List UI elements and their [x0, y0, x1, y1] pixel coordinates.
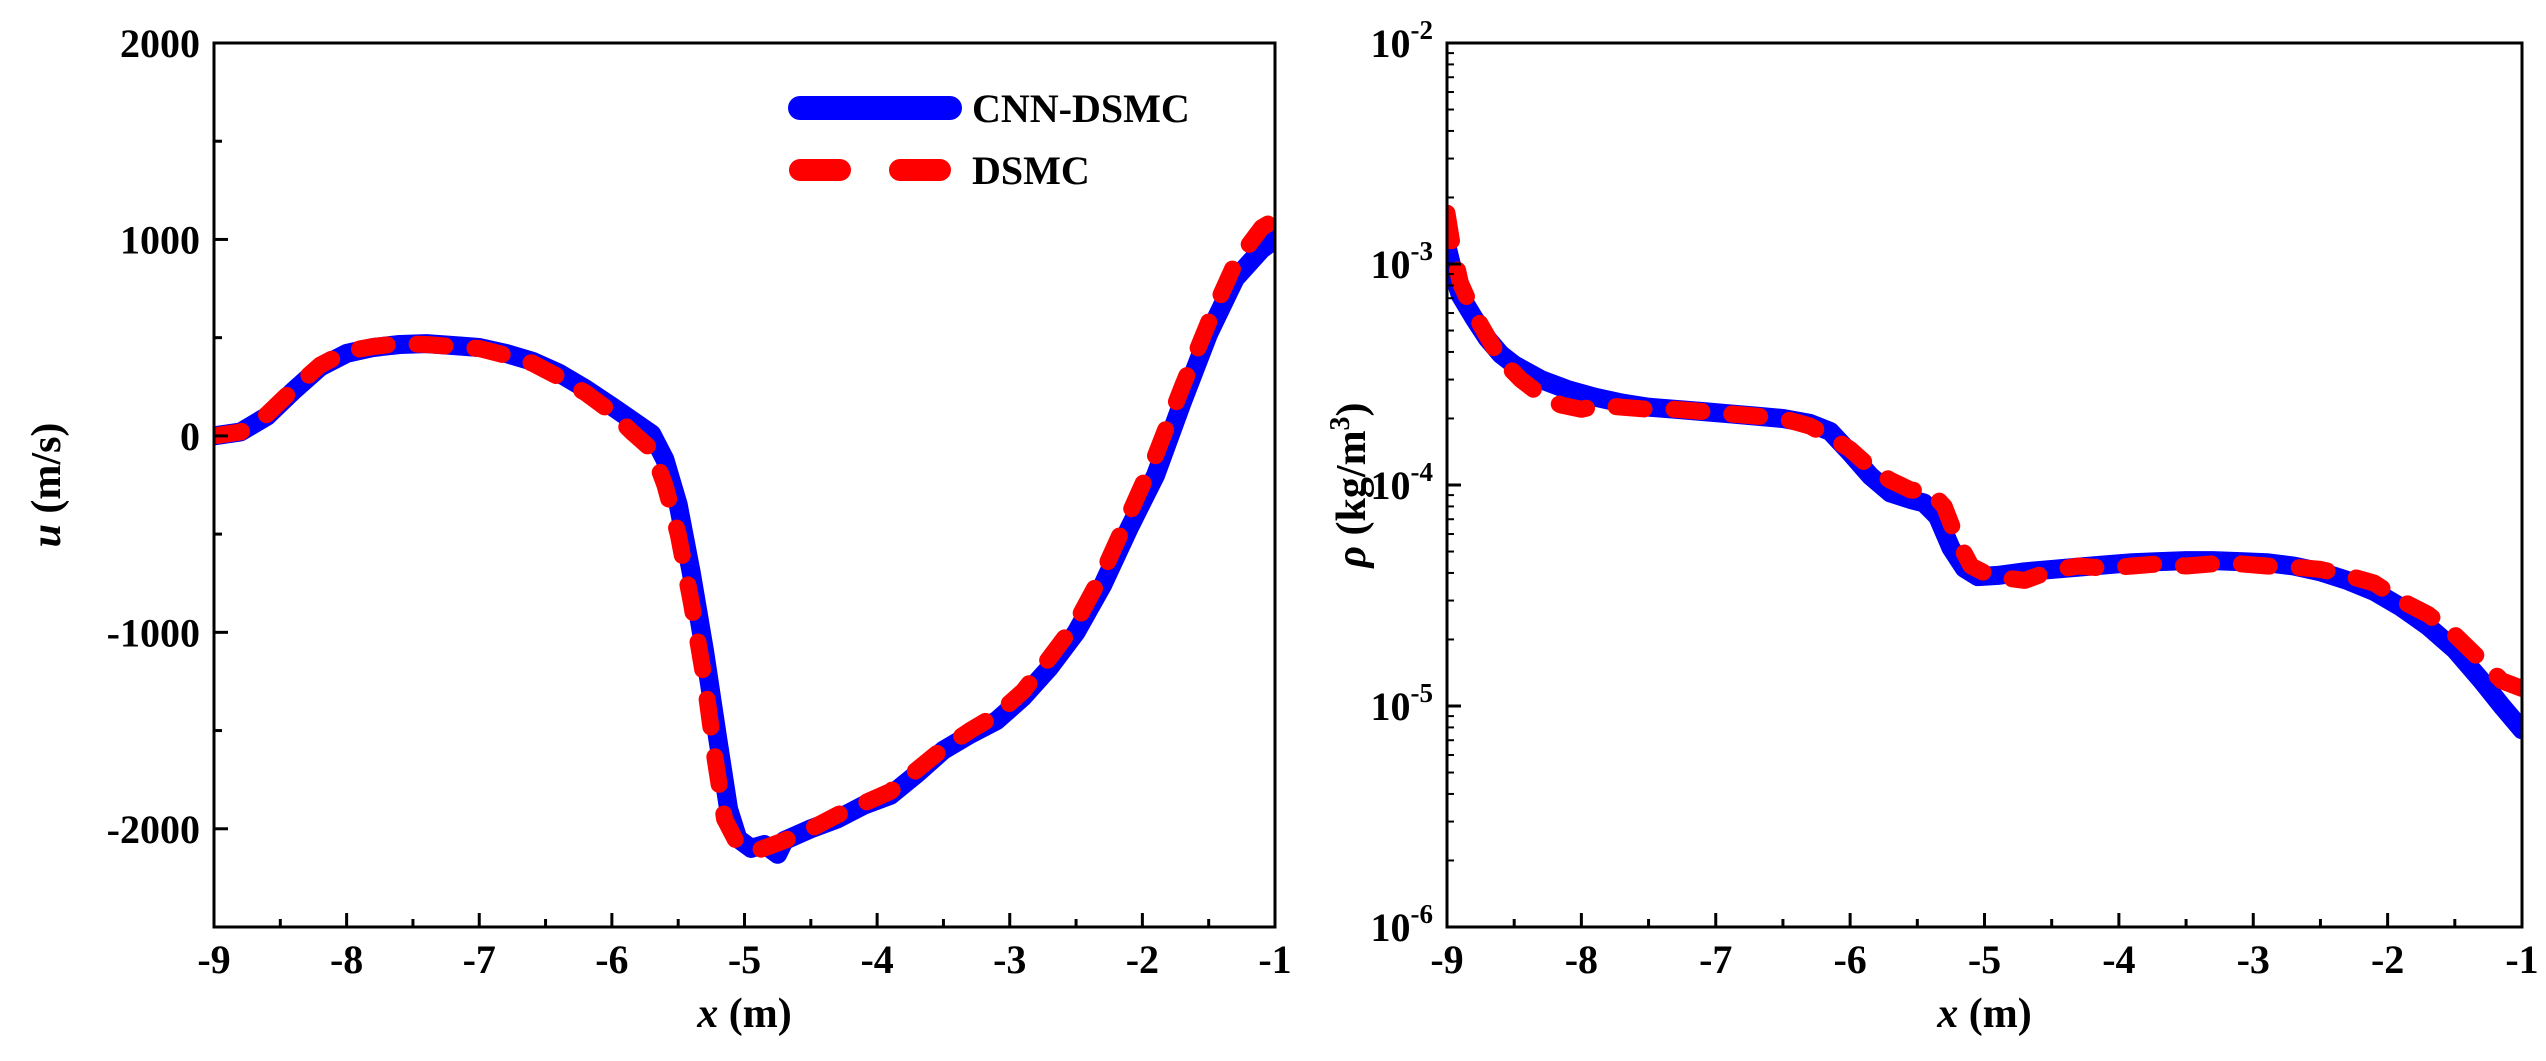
x-tick-label: -2 [1126, 937, 1159, 982]
y-tick-label: 10-2 [1371, 15, 1434, 66]
x-tick-label: -7 [463, 937, 496, 982]
x-axis-label: x (m) [696, 991, 791, 1037]
x-tick-label: -6 [1833, 937, 1866, 982]
x-tick-label: -2 [2371, 937, 2404, 982]
y-tick-label: 2000 [120, 21, 200, 66]
x-tick-label: -3 [2237, 937, 2270, 982]
velocity-panel: -9 -8 -7 -6 -5 -4 -3 -2 -1 -2000 -1000 0 1000 2000 x (… [24, 21, 1292, 1037]
y-tick-label: 10-6 [1371, 899, 1434, 950]
density-panel: -9 -8 -7 -6 -5 -4 -3 -2 -1 10-6 10-5 10-4 10-3 10-2 x … [1325, 15, 2539, 1037]
series-line-dsmc [1447, 204, 2522, 697]
x-tick-label: -7 [1699, 937, 1732, 982]
y-axis-label: u (m/s) [24, 423, 70, 548]
series-group [1447, 204, 2522, 740]
x-tick-label: -1 [2505, 937, 2538, 982]
x-tick-label: -1 [1258, 937, 1291, 982]
x-tick-label: -4 [860, 937, 893, 982]
y-tick-label: -1000 [107, 610, 200, 655]
x-tick-label: -3 [993, 937, 1026, 982]
y-tick-label: 1000 [120, 217, 200, 262]
series-group [214, 211, 1275, 864]
x-tick-label: -8 [330, 937, 363, 982]
y-axis-label: ρ (kg/m3) [1325, 402, 1375, 569]
y-tick-label: 10-5 [1371, 678, 1434, 729]
plot-frame [212, 41, 1277, 929]
x-tick-label: -8 [1565, 937, 1598, 982]
y-tick-label: 10-3 [1371, 236, 1434, 287]
legend: CNN-DSMC DSMC [788, 86, 1190, 193]
series-line-cnn-dsmc [1447, 237, 2522, 740]
y-tick-label: 0 [180, 414, 200, 459]
x-tick-label: -4 [2102, 937, 2135, 982]
legend-label-cnn-dsmc: CNN-DSMC [972, 86, 1190, 131]
y-tick-label: -2000 [107, 807, 200, 852]
x-tick-label: -6 [595, 937, 628, 982]
y-tick-label: 10-4 [1371, 457, 1434, 508]
series-line-dsmc [214, 211, 1275, 859]
x-tick-label: -5 [728, 937, 761, 982]
x-tick-label: -9 [1430, 937, 1463, 982]
x-axis-label: x (m) [1936, 991, 2031, 1037]
plot-frame [1445, 41, 2524, 929]
legend-label-dsmc: DSMC [972, 148, 1090, 193]
x-tick-label: -5 [1968, 937, 2001, 982]
x-tick-label: -9 [197, 937, 230, 982]
